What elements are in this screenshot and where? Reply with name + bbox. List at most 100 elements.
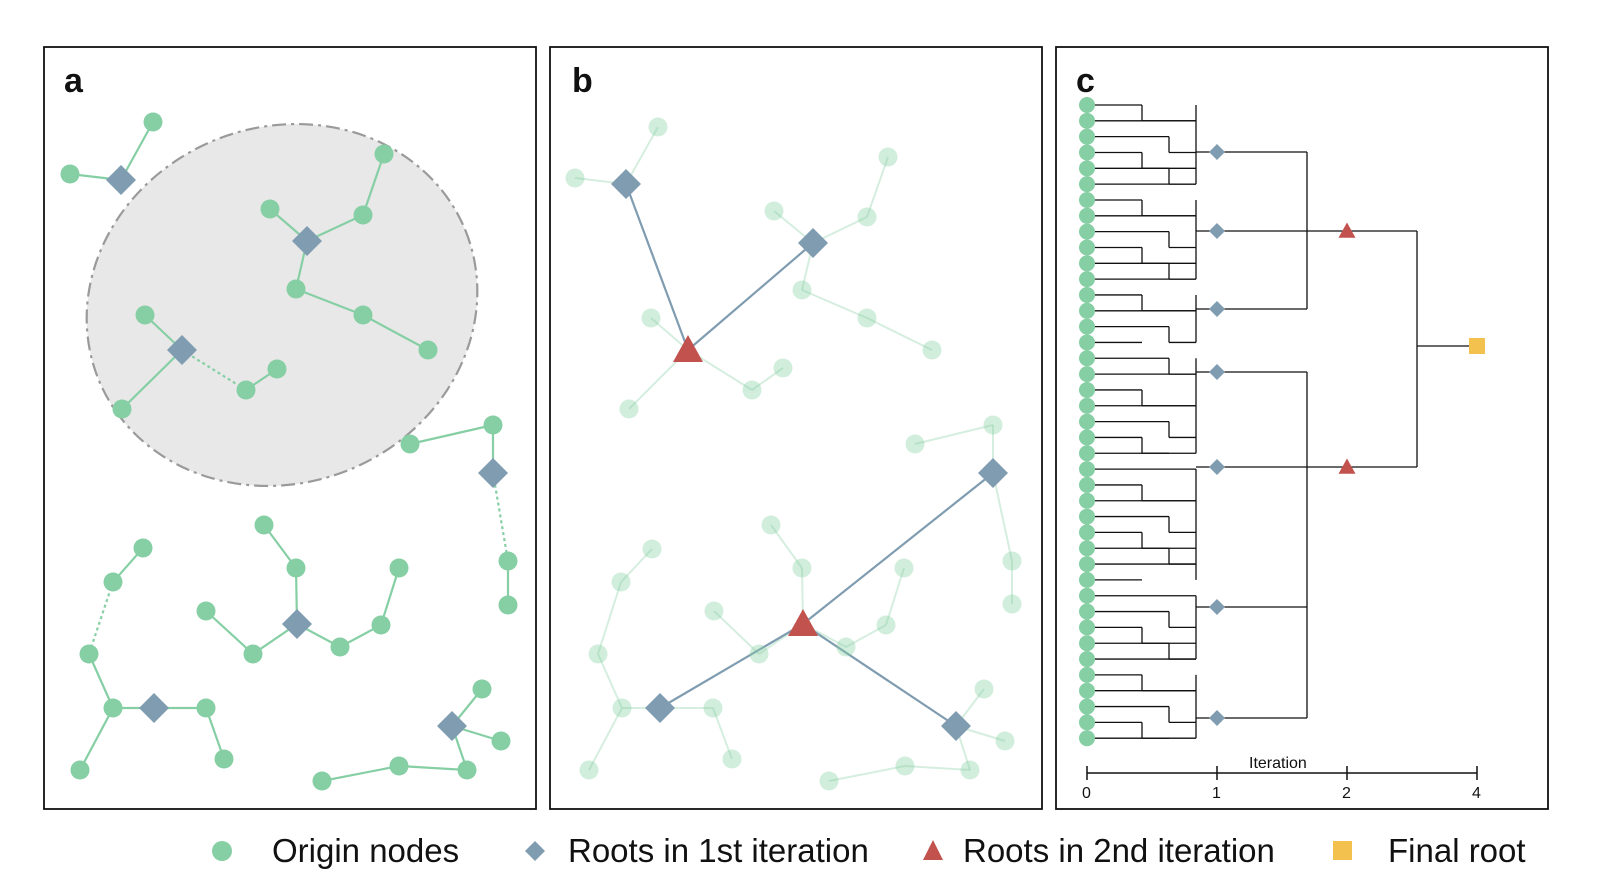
origin-node bbox=[260, 199, 280, 219]
panel-b-frame bbox=[549, 46, 1043, 810]
first-iteration-root bbox=[645, 693, 675, 723]
origin-node bbox=[389, 756, 409, 776]
origin-node bbox=[254, 515, 274, 535]
origin-node bbox=[491, 731, 511, 751]
origin-node-faded bbox=[974, 679, 994, 699]
origin-node-leaf bbox=[1079, 619, 1095, 636]
origin-node-faded bbox=[857, 207, 877, 227]
origin-node bbox=[418, 340, 438, 360]
origin-node-leaf bbox=[1079, 318, 1095, 335]
first-iteration-root bbox=[1209, 301, 1225, 317]
panel-b-root-edge bbox=[624, 183, 690, 351]
dendrogram bbox=[1087, 104, 1477, 739]
panel-a-dashed-edge bbox=[491, 472, 510, 562]
panel-b-faint-edge bbox=[885, 567, 905, 626]
origin-node bbox=[286, 279, 306, 299]
origin-node-faded bbox=[1002, 551, 1022, 571]
blue-diamond-icon bbox=[525, 841, 545, 861]
origin-node-leaf bbox=[1079, 207, 1095, 224]
green-circle-icon bbox=[212, 841, 232, 861]
origin-node-leaf bbox=[1079, 239, 1095, 256]
panel-b-faint-edge bbox=[713, 610, 760, 655]
first-iteration-root bbox=[139, 693, 169, 723]
origin-node-leaf bbox=[1079, 255, 1095, 272]
origin-node-faded bbox=[703, 698, 723, 718]
panel-b-root-edge bbox=[659, 623, 804, 709]
origin-node-leaf bbox=[1079, 508, 1095, 525]
origin-node-faded bbox=[611, 572, 631, 592]
first-iteration-root bbox=[292, 226, 322, 256]
first-iteration-root bbox=[167, 335, 197, 365]
origin-node-leaf bbox=[1079, 366, 1095, 383]
origin-node-leaf bbox=[1079, 698, 1095, 715]
origin-node-faded bbox=[836, 637, 856, 657]
panel-b-faint-edge bbox=[845, 624, 887, 648]
first-iteration-root bbox=[1209, 599, 1225, 615]
origin-node bbox=[133, 538, 153, 558]
first-iteration-root bbox=[1209, 459, 1225, 475]
origin-node bbox=[330, 637, 350, 657]
origin-node-faded bbox=[876, 615, 896, 635]
origin-node-faded bbox=[749, 644, 769, 664]
legend: Origin nodes Roots in 1st iteration Root… bbox=[212, 832, 1526, 869]
panel-b-faint-edge bbox=[620, 548, 653, 583]
origin-node bbox=[60, 164, 80, 184]
first-iteration-root bbox=[1209, 364, 1225, 380]
panel-b-faint-edge bbox=[801, 289, 868, 319]
panel-b-faint-edge bbox=[866, 317, 933, 351]
origin-node-faded bbox=[792, 280, 812, 300]
origin-node bbox=[472, 679, 492, 699]
origin-node bbox=[135, 305, 155, 325]
origin-node-faded bbox=[895, 756, 915, 776]
origin-node-faded bbox=[704, 601, 724, 621]
panel-b-faint-edge bbox=[828, 765, 906, 782]
iteration-axis: Iteration 0 1 2 4 bbox=[1082, 755, 1481, 802]
panel-a-edge bbox=[398, 764, 468, 772]
first-iteration-root bbox=[1209, 710, 1225, 726]
panel-a-edge bbox=[120, 121, 154, 181]
panel-b-faint-edge bbox=[712, 707, 733, 760]
origin-node bbox=[483, 415, 503, 435]
dendrogram-markers bbox=[1209, 144, 1485, 726]
origin-node bbox=[70, 760, 90, 780]
panel-b-faint-edge bbox=[866, 156, 889, 218]
origin-node-leaf bbox=[1079, 666, 1095, 683]
origin-node-faded bbox=[579, 760, 599, 780]
origin-node-faded bbox=[857, 308, 877, 328]
panel-b-root-edge bbox=[802, 623, 957, 727]
origin-node-faded bbox=[1002, 594, 1022, 614]
origin-node-faded bbox=[612, 698, 632, 718]
final-root bbox=[1469, 338, 1485, 354]
second-iteration-root bbox=[1338, 458, 1356, 474]
panel-b-faint-edge bbox=[597, 653, 623, 709]
origin-node-leaf bbox=[1079, 191, 1095, 208]
panel-a-edge bbox=[205, 610, 254, 655]
origin-node bbox=[400, 434, 420, 454]
axis-tick-label-2: 2 bbox=[1342, 785, 1351, 802]
first-iteration-root bbox=[282, 609, 312, 639]
origin-node-leaf bbox=[1079, 651, 1095, 668]
first-iteration-root bbox=[978, 458, 1008, 488]
panel-b-faint-edge bbox=[770, 524, 803, 569]
origin-node-leaf bbox=[1079, 571, 1095, 588]
origin-node bbox=[112, 399, 132, 419]
origin-node bbox=[457, 760, 477, 780]
origin-node bbox=[143, 112, 163, 132]
origin-node-leaf bbox=[1079, 176, 1095, 193]
origin-node-leaf bbox=[1079, 144, 1095, 161]
cluster-highlight-ellipse bbox=[85, 122, 479, 488]
second-iteration-root bbox=[673, 335, 703, 362]
panel-b-faint-edge bbox=[597, 581, 622, 655]
panel-a-edge bbox=[409, 423, 494, 446]
origin-node bbox=[103, 572, 123, 592]
origin-node bbox=[498, 551, 518, 571]
origin-node-leaf bbox=[1079, 540, 1095, 557]
origin-node-leaf bbox=[1079, 413, 1095, 430]
legend-origin-label: Origin nodes bbox=[272, 832, 459, 869]
panel-a-edge bbox=[79, 707, 114, 771]
axis-title: Iteration bbox=[1249, 755, 1307, 772]
origin-node bbox=[353, 205, 373, 225]
origin-node-faded bbox=[588, 644, 608, 664]
origin-node-leaf bbox=[1079, 397, 1095, 414]
